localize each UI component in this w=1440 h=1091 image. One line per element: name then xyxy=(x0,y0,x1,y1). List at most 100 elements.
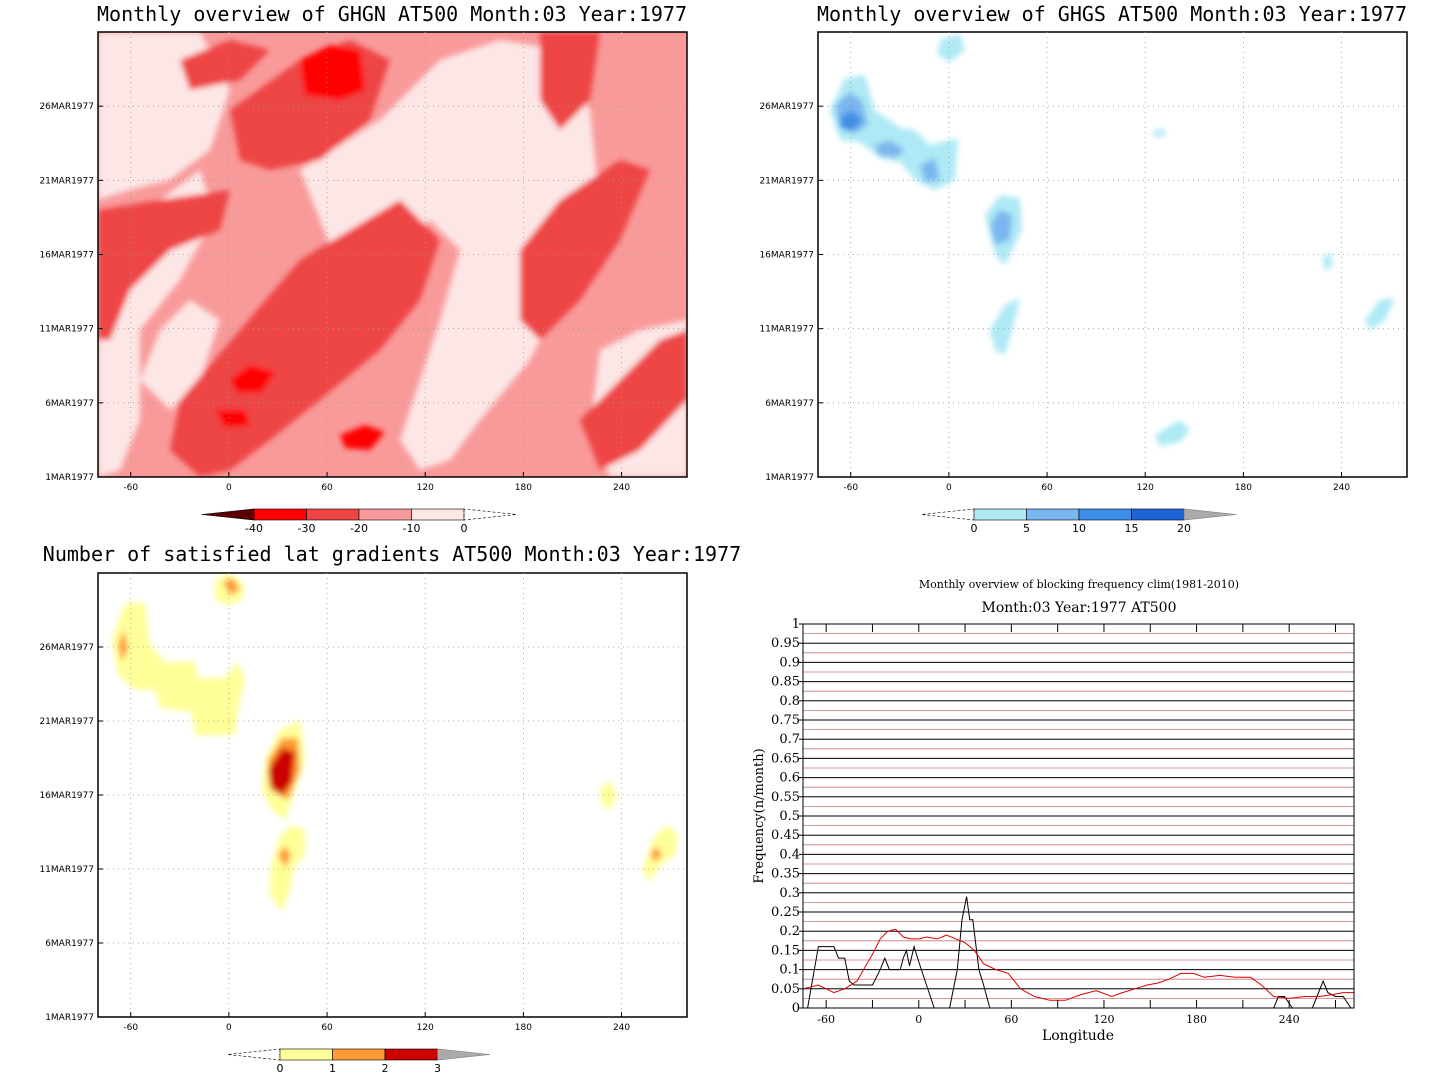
ghgn-xtick-label: -60 xyxy=(123,483,138,493)
chart-ytick-label: 0.75 xyxy=(771,713,800,728)
colorbar-swatch xyxy=(358,508,412,521)
colorbar-label: 0 xyxy=(277,1062,284,1075)
lat-field xyxy=(112,573,678,912)
lat-axis-ticks: -60 0 60 120 180 240 1MAR1977 6MAR1977 11MAR1977… xyxy=(39,643,630,1033)
ghgs-field xyxy=(830,34,1395,446)
chart-ytick-label: 0 xyxy=(792,1001,800,1016)
ghgs-gridlines xyxy=(818,32,1407,477)
chart-xtick-label: 240 xyxy=(1279,1013,1300,1026)
ghgn-ytick-label: 11MAR1977 xyxy=(39,325,94,335)
chart-ytick-label: 0.8 xyxy=(779,694,800,709)
chart-xtick-label: -60 xyxy=(817,1013,835,1026)
chart-ytick-label: 0.05 xyxy=(771,982,800,997)
colorbar-label: 1 xyxy=(329,1062,336,1075)
ghgn-ytick-label: 6MAR1977 xyxy=(45,399,94,409)
lat-xtick-label: -60 xyxy=(123,1023,138,1033)
chart-ytick-label: 0.65 xyxy=(771,751,800,766)
ghgn-gridlines xyxy=(98,32,687,477)
ghgs-axis-ticks: -60 0 60 120 180 240 1MAR1977 6MAR1977 11MAR1977… xyxy=(759,102,1350,493)
ghgs-xtick-label: 180 xyxy=(1235,483,1252,493)
colorbar-swatch xyxy=(332,1048,386,1061)
chart-ytick-label: 0.1 xyxy=(779,963,800,978)
ghgn-ytick-label: 1MAR1977 xyxy=(45,473,94,483)
colorbar-label: 5 xyxy=(1023,522,1030,535)
ghgs-ytick-label: 11MAR1977 xyxy=(759,325,814,335)
chart-ytick-label: 0.25 xyxy=(771,905,800,920)
ghgs-xtick-label: 120 xyxy=(1137,483,1154,493)
lat-xtick-label: 120 xyxy=(417,1023,434,1033)
colorbar-swatch xyxy=(411,508,465,521)
colorbar-high-triangle xyxy=(1183,508,1237,521)
lat-xtick-label: 240 xyxy=(613,1023,630,1033)
colorbar-label: 2 xyxy=(382,1062,389,1075)
chart-ytick-label: 0.15 xyxy=(771,943,800,958)
chart-ytick-label: 0.9 xyxy=(779,655,800,670)
chart-ytick-label: 0.6 xyxy=(779,771,800,786)
x-axis-label: Longitude xyxy=(1042,1028,1114,1044)
colorbar-swatch xyxy=(279,1048,333,1061)
colorbar-label: 0 xyxy=(461,522,468,535)
colorbar-swatch xyxy=(1026,508,1080,521)
chart-title: Monthly overview of blocking frequency c… xyxy=(919,578,1239,591)
chart-xtick-label: 60 xyxy=(1004,1013,1018,1026)
ghgn-ytick-label: 16MAR1977 xyxy=(39,251,94,261)
lat-xtick-label: 180 xyxy=(515,1023,532,1033)
ghgs-xtick-label: 240 xyxy=(1333,483,1350,493)
colorbar-label: -20 xyxy=(350,522,368,535)
ghgs-ytick-label: 6MAR1977 xyxy=(765,399,814,409)
colorbar-label: 10 xyxy=(1072,522,1086,535)
chart-ytick-label: 0.4 xyxy=(779,847,800,862)
colorbar-swatch xyxy=(1078,508,1132,521)
colorbar-swatch xyxy=(973,508,1027,521)
ghgn-ytick-label: 21MAR1977 xyxy=(39,176,94,186)
colorbar-label: 15 xyxy=(1125,522,1139,535)
chart-ytick-label: 0.55 xyxy=(771,790,800,805)
ghgs-ytick-label: 21MAR1977 xyxy=(759,176,814,186)
chart-ytick-label: 1 xyxy=(792,617,800,632)
chart-ytick-label: 0.3 xyxy=(779,886,800,901)
colorbar-label: -40 xyxy=(245,522,263,535)
ghgn-xtick-label: 240 xyxy=(613,483,630,493)
lat-xtick-label: 0 xyxy=(226,1023,232,1033)
chart-ytick-label: 0.35 xyxy=(771,867,800,882)
lat-title: Number of satisfied lat gradients AT500 … xyxy=(43,542,741,566)
chart-series xyxy=(802,896,1354,1009)
ghgn-xtick-label: 120 xyxy=(417,483,434,493)
chart-ytick-label: 0.2 xyxy=(779,924,800,939)
y-axis-label: Frequency(n/month) xyxy=(752,748,767,883)
chart-subtitle: Month:03 Year:1977 AT500 xyxy=(982,600,1177,616)
chart-series-line-1 xyxy=(802,928,1354,1001)
ghgs-title: Monthly overview of GHGS AT500 Month:03 … xyxy=(817,2,1407,26)
ghgn-title: Monthly overview of GHGN AT500 Month:03 … xyxy=(97,2,687,26)
chart-xtick-label: 180 xyxy=(1186,1013,1207,1026)
lat-xtick-label: 60 xyxy=(321,1023,333,1033)
ghgs-ytick-label: 16MAR1977 xyxy=(759,251,814,261)
chart-axis-ticks: 0 0.05 0.1 0.15 0.2 0.25 0.3 0.35 0.4 0.45 0.5 0.55… xyxy=(771,617,1336,1026)
ghgs-xtick-label: -60 xyxy=(843,483,858,493)
colorbar-low-triangle xyxy=(921,508,975,521)
colorbar-label: 0 xyxy=(971,522,978,535)
ghgs-xtick-label: 0 xyxy=(946,483,952,493)
lat-ytick-label: 21MAR1977 xyxy=(39,717,94,727)
ghgn-axis-ticks: -60 0 60 120 180 240 1MAR1977 6MAR1977 11MAR1977… xyxy=(39,102,630,493)
ghgn-colorbar: -40 -30 -20 -10 0 xyxy=(201,508,517,535)
lat-ytick-label: 26MAR1977 xyxy=(39,643,94,653)
ghgs-ytick-label: 26MAR1977 xyxy=(759,102,814,112)
ghgs-xtick-label: 60 xyxy=(1041,483,1053,493)
colorbar-high-triangle xyxy=(463,508,517,521)
colorbar-swatch xyxy=(1131,508,1185,521)
colorbar-swatch xyxy=(384,1048,438,1061)
colorbar-label: 3 xyxy=(434,1062,441,1075)
ghgn-xtick-label: 60 xyxy=(321,483,333,493)
lat-ytick-label: 6MAR1977 xyxy=(45,939,94,949)
colorbar-swatch xyxy=(306,508,360,521)
ghgs-panel: Monthly overview of GHGS AT500 Month:03 … xyxy=(759,2,1408,535)
colorbar-low-triangle xyxy=(201,508,255,521)
chart-ytick-label: 0.7 xyxy=(779,732,800,747)
lat-panel: Number of satisfied lat gradients AT500 … xyxy=(39,542,741,1075)
ghgn-xtick-label: 0 xyxy=(226,483,232,493)
colorbar-high-triangle xyxy=(437,1048,491,1061)
lat-colorbar: 0 1 2 3 xyxy=(227,1048,491,1075)
chart-ytick-label: 0.85 xyxy=(771,675,800,690)
